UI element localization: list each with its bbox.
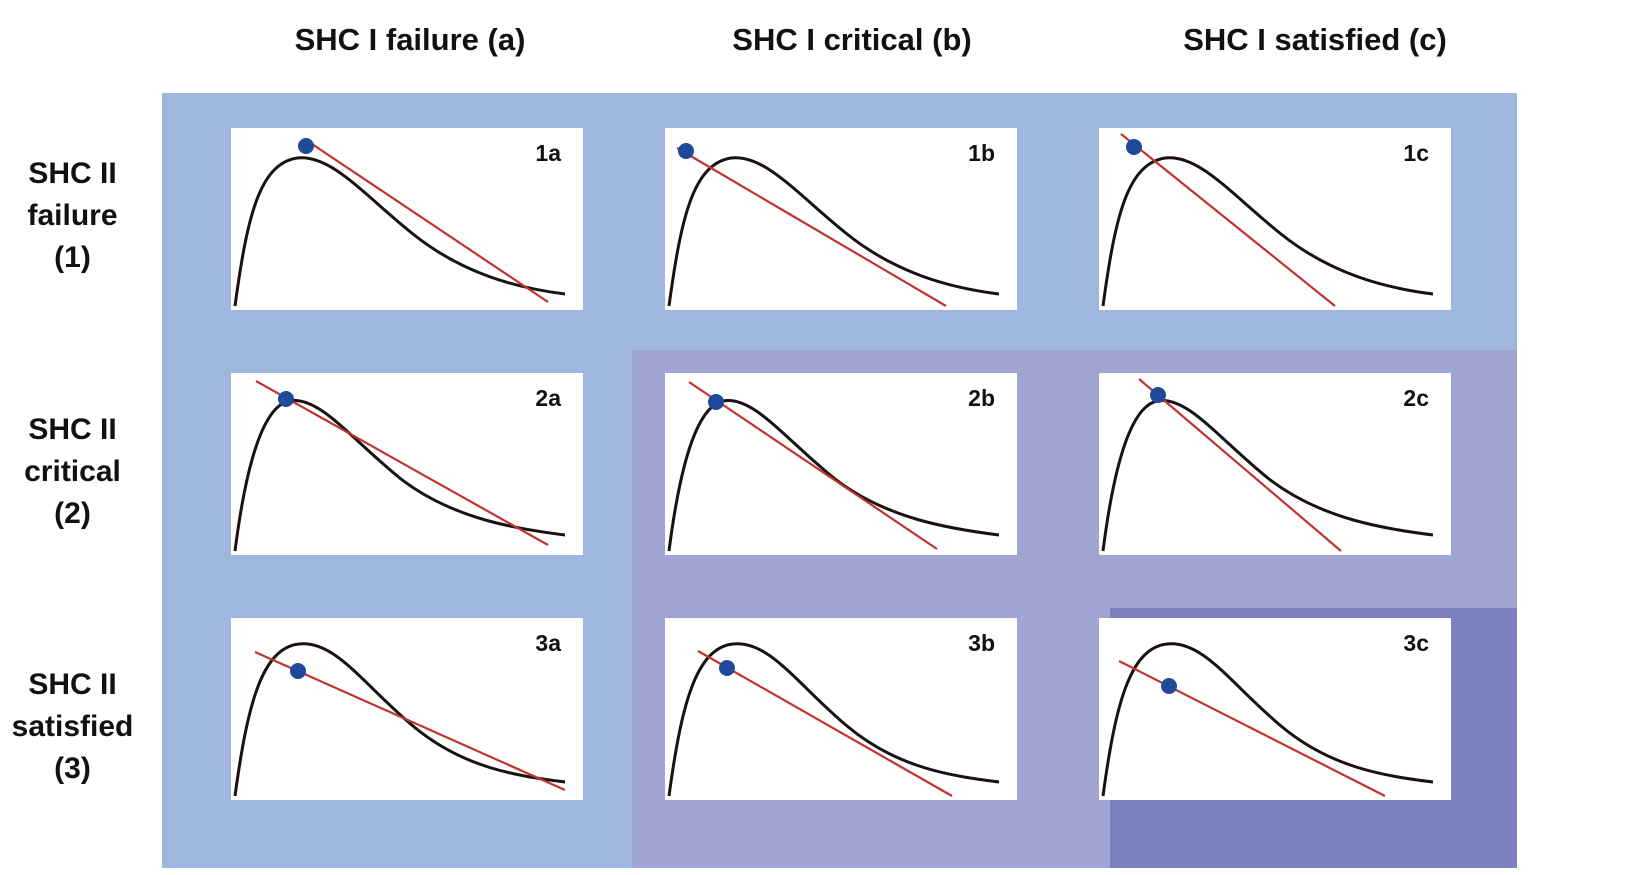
panel-3b-label: 3b (968, 630, 995, 656)
panel-2b-marker (708, 394, 724, 410)
panel-2b-curve (667, 398, 1000, 552)
panel-1b-tangent-line (676, 147, 947, 307)
panel-3c-label: 3c (1403, 630, 1429, 656)
panel-2c: 2c (1099, 373, 1451, 555)
row-header-1-line-2: failure (27, 199, 118, 232)
row-header-2-line-2: critical (24, 455, 121, 488)
panel-1c: 1c (1099, 128, 1451, 310)
panel-2b-plot (667, 381, 1000, 552)
panel-2b: 2b (665, 373, 1017, 555)
panel-2b-tangent-line (688, 381, 938, 550)
column-header-a: SHC I failure (a) (294, 22, 526, 57)
panel-2a-tangent-line (255, 380, 549, 546)
row-header-3-line-1: SHC II (28, 668, 117, 701)
row-header-2-line-1: SHC II (28, 413, 117, 446)
panel-3c-tangent-line (1118, 660, 1386, 797)
panel-3c-plot (1101, 642, 1434, 797)
panel-1a-marker (298, 138, 314, 154)
panel-2a-marker (278, 391, 294, 407)
row-header-3-line-3: (3) (54, 752, 91, 785)
panel-3b-marker (719, 660, 735, 676)
panel-2c-curve (1101, 398, 1434, 552)
panel-3c-curve (1101, 642, 1434, 797)
panel-3c: 3c (1099, 618, 1451, 800)
panel-3b-curve (667, 642, 1000, 797)
panel-3a-label: 3a (535, 630, 561, 656)
panel-1a-plot (233, 138, 566, 307)
panel-2a: 2a (231, 373, 583, 555)
panel-2c-tangent-line (1138, 378, 1342, 552)
column-header-b: SHC I critical (b) (732, 22, 972, 57)
panel-1a-curve (233, 156, 566, 307)
panel-3a-plot (233, 642, 566, 797)
row-header-1-line-1: SHC II (28, 157, 117, 190)
panel-1a-tangent-line (305, 139, 549, 303)
panel-3b-tangent-line (697, 650, 953, 797)
panel-2a-curve (233, 398, 566, 552)
panel-1b-label: 1b (968, 140, 995, 166)
panel-grid: 1a 1b 1c 2a 2b (162, 93, 1517, 868)
panel-1b-plot (667, 143, 1000, 307)
row-header-1: SHC II failure (1) (0, 153, 145, 279)
panel-1c-label: 1c (1403, 140, 1429, 166)
panel-1c-plot (1101, 133, 1434, 307)
panel-2a-label: 2a (535, 385, 561, 411)
panel-1c-marker (1126, 139, 1142, 155)
column-header-c: SHC I satisfied (c) (1183, 22, 1447, 57)
panel-2c-marker (1150, 387, 1166, 403)
panel-1b: 1b (665, 128, 1017, 310)
row-header-2: SHC II critical (2) (0, 409, 145, 535)
panel-2c-plot (1101, 378, 1434, 552)
panel-1c-curve (1101, 156, 1434, 307)
panel-1b-marker (678, 143, 694, 159)
panel-1b-curve (667, 156, 1000, 307)
panel-1c-tangent-line (1120, 133, 1336, 307)
panel-3c-marker (1161, 678, 1177, 694)
panel-1a-label: 1a (535, 140, 561, 166)
panel-3a-curve (233, 642, 566, 797)
panel-2b-label: 2b (968, 385, 995, 411)
panel-3a: 3a (231, 618, 583, 800)
panel-3a-marker (290, 663, 306, 679)
panel-1a: 1a (231, 128, 583, 310)
panel-2c-label: 2c (1403, 385, 1429, 411)
panel-3a-tangent-line (254, 650, 566, 792)
row-header-2-line-3: (2) (54, 497, 91, 530)
row-header-3: SHC II satisfied (3) (0, 664, 145, 790)
panel-3b: 3b (665, 618, 1017, 800)
row-header-1-line-3: (1) (54, 241, 91, 274)
panel-2a-plot (233, 380, 566, 552)
row-header-3-line-2: satisfied (11, 710, 134, 743)
panel-3b-plot (667, 642, 1000, 797)
